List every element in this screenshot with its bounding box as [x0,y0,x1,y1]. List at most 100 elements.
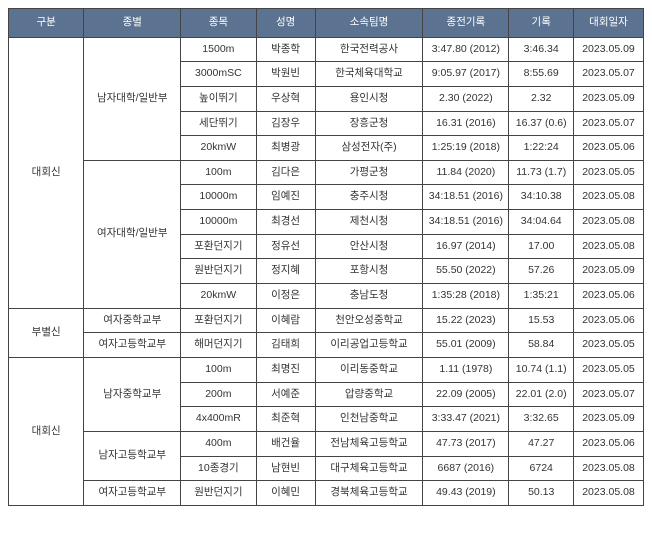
date-cell: 2023.05.09 [573,259,643,284]
header-jongmok: 종목 [181,9,256,38]
name-cell: 임예진 [256,185,315,210]
header-name: 성명 [256,9,315,38]
gubun-cell: 부별신 [9,308,84,357]
jongbyeol-cell: 여자중학교부 [84,308,181,333]
jongbyeol-cell: 여자고등학교부 [84,333,181,358]
jongmok-cell: 10종경기 [181,456,256,481]
rec-cell: 8:55.69 [509,62,574,87]
name-cell: 최준혁 [256,407,315,432]
team-cell: 압량중학교 [315,382,423,407]
date-cell: 2023.05.05 [573,333,643,358]
rec-cell: 6724 [509,456,574,481]
jongbyeol-cell: 남자고등학교부 [84,431,181,480]
table-row: 남자고등학교부 400m 배건율 전남체육고등학교 47.73 (2017) 4… [9,431,644,456]
name-cell: 최명진 [256,357,315,382]
records-table: 구분 종별 종목 성명 소속팀명 종전기록 기록 대회일자 대회신 남자대학/일… [8,8,644,506]
name-cell: 이혜민 [256,481,315,506]
team-cell: 제천시청 [315,210,423,235]
team-cell: 대구체육고등학교 [315,456,423,481]
date-cell: 2023.05.08 [573,481,643,506]
prev-cell: 34:18.51 (2016) [423,210,509,235]
prev-cell: 2.30 (2022) [423,86,509,111]
table-row: 여자고등학교부 원반던지기 이혜민 경북체육고등학교 49.43 (2019) … [9,481,644,506]
date-cell: 2023.05.09 [573,86,643,111]
rec-cell: 3:32.65 [509,407,574,432]
header-gubun: 구분 [9,9,84,38]
table-row: 대회신 남자대학/일반부 1500m 박종학 한국전력공사 3:47.80 (2… [9,37,644,62]
date-cell: 2023.05.08 [573,456,643,481]
prev-cell: 1:35:28 (2018) [423,284,509,309]
team-cell: 천안오성중학교 [315,308,423,333]
jongmok-cell: 200m [181,382,256,407]
team-cell: 안산시청 [315,234,423,259]
jongmok-cell: 해머던지기 [181,333,256,358]
name-cell: 배건율 [256,431,315,456]
date-cell: 2023.05.05 [573,160,643,185]
name-cell: 김다은 [256,160,315,185]
date-cell: 2023.05.09 [573,407,643,432]
prev-cell: 22.09 (2005) [423,382,509,407]
prev-cell: 15.22 (2023) [423,308,509,333]
name-cell: 박종학 [256,37,315,62]
jongbyeol-cell: 남자중학교부 [84,357,181,431]
prev-cell: 16.97 (2014) [423,234,509,259]
name-cell: 이정은 [256,284,315,309]
date-cell: 2023.05.07 [573,382,643,407]
prev-cell: 9:05.97 (2017) [423,62,509,87]
team-cell: 이리동중학교 [315,357,423,382]
prev-cell: 1:25:19 (2018) [423,136,509,161]
rec-cell: 3:46.34 [509,37,574,62]
prev-cell: 55.50 (2022) [423,259,509,284]
team-cell: 충남도청 [315,284,423,309]
rec-cell: 22.01 (2.0) [509,382,574,407]
jongmok-cell: 포환던지기 [181,234,256,259]
team-cell: 전남체육고등학교 [315,431,423,456]
header-prev: 종전기록 [423,9,509,38]
team-cell: 경북체육고등학교 [315,481,423,506]
rec-cell: 47.27 [509,431,574,456]
name-cell: 서예준 [256,382,315,407]
jongmok-cell: 높이뛰기 [181,86,256,111]
jongmok-cell: 20kmW [181,136,256,161]
team-cell: 가평군청 [315,160,423,185]
prev-cell: 34:18.51 (2016) [423,185,509,210]
date-cell: 2023.05.07 [573,111,643,136]
header-rec: 기록 [509,9,574,38]
jongmok-cell: 100m [181,160,256,185]
header-jongbyeol: 종별 [84,9,181,38]
rec-cell: 10.74 (1.1) [509,357,574,382]
jongmok-cell: 100m [181,357,256,382]
rec-cell: 57.26 [509,259,574,284]
table-row: 여자고등학교부 해머던지기 김태희 이리공업고등학교 55.01 (2009) … [9,333,644,358]
jongmok-cell: 포환던지기 [181,308,256,333]
jongmok-cell: 10000m [181,185,256,210]
jongmok-cell: 세단뛰기 [181,111,256,136]
gubun-cell: 대회신 [9,37,84,308]
name-cell: 정지혜 [256,259,315,284]
prev-cell: 3:33.47 (2021) [423,407,509,432]
team-cell: 한국체육대학교 [315,62,423,87]
jongmok-cell: 3000mSC [181,62,256,87]
name-cell: 이혜람 [256,308,315,333]
jongmok-cell: 4x400mR [181,407,256,432]
rec-cell: 1:35:21 [509,284,574,309]
date-cell: 2023.05.06 [573,308,643,333]
rec-cell: 50.13 [509,481,574,506]
date-cell: 2023.05.08 [573,185,643,210]
name-cell: 최병광 [256,136,315,161]
prev-cell: 55.01 (2009) [423,333,509,358]
prev-cell: 6687 (2016) [423,456,509,481]
prev-cell: 11.84 (2020) [423,160,509,185]
name-cell: 정유선 [256,234,315,259]
rec-cell: 34:10.38 [509,185,574,210]
team-cell: 인천남중학교 [315,407,423,432]
rec-cell: 15.53 [509,308,574,333]
header-team: 소속팀명 [315,9,423,38]
table-row: 대회신 남자중학교부 100m 최명진 이리동중학교 1.11 (1978) 1… [9,357,644,382]
team-cell: 한국전력공사 [315,37,423,62]
rec-cell: 16.37 (0.6) [509,111,574,136]
team-cell: 포항시청 [315,259,423,284]
date-cell: 2023.05.07 [573,62,643,87]
date-cell: 2023.05.08 [573,210,643,235]
header-row: 구분 종별 종목 성명 소속팀명 종전기록 기록 대회일자 [9,9,644,38]
